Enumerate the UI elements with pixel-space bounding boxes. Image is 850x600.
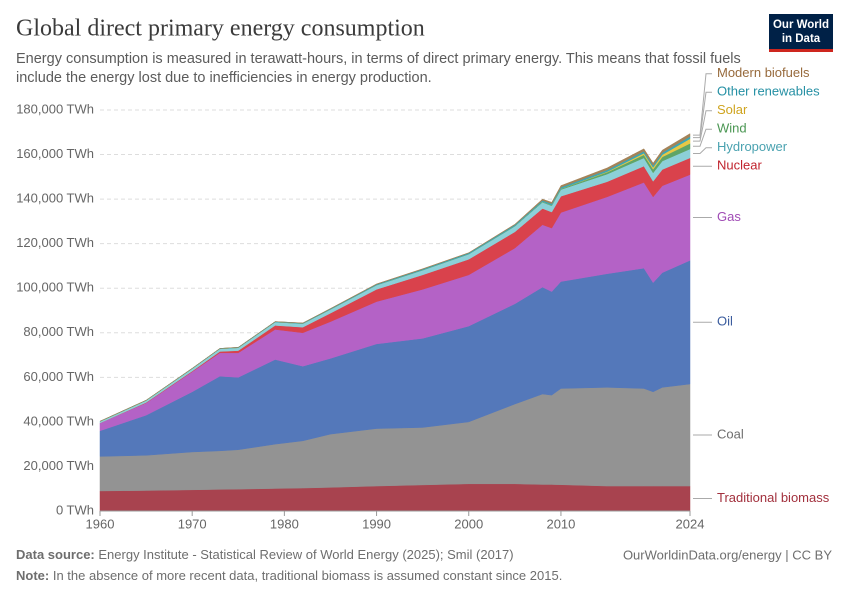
source-label: Data source: (16, 547, 95, 562)
area (99, 133, 691, 422)
legend-label: Coal (717, 426, 744, 441)
y-tick-label: 80,000 TWh (23, 324, 94, 339)
credit: OurWorldinData.org/energy | CC BY (623, 547, 832, 562)
label-connector (693, 73, 712, 136)
legend-label: Solar (717, 102, 748, 117)
footer-note: Note: In the absence of more recent data… (16, 568, 562, 583)
y-tick-label: 100,000 TWh (16, 280, 94, 295)
legend-label: Hydropower (717, 139, 788, 154)
x-tick-label: 1960 (86, 516, 115, 531)
logo-stripe (769, 49, 833, 52)
x-tick-label: 1980 (270, 516, 299, 531)
note-label: Note: (16, 568, 49, 583)
legend-label: Wind (717, 121, 747, 136)
label-connector (693, 91, 712, 139)
chart-title: Global direct primary energy consumption (16, 16, 425, 42)
x-tick-label: 2010 (546, 516, 575, 531)
legend-label: Other renewables (717, 84, 820, 99)
legend-label: Nuclear (717, 158, 762, 173)
label-connector (693, 128, 712, 147)
x-tick-label: 1970 (178, 516, 207, 531)
x-tick-label: 1990 (362, 516, 391, 531)
legend-label: Gas (717, 209, 741, 224)
chart-subtitle: Energy consumption is measured in terawa… (16, 51, 741, 86)
label-connector (693, 110, 712, 142)
x-tick-label: 2000 (454, 516, 483, 531)
y-tick-label: 140,000 TWh (16, 191, 94, 206)
legend-label: Oil (717, 314, 733, 329)
y-tick-label: 0 TWh (56, 502, 94, 517)
logo-text: Our World (773, 19, 829, 31)
label-connector (693, 147, 712, 154)
legend-label: Modern biofuels (717, 65, 810, 80)
logo-box (769, 14, 833, 52)
y-tick-label: 20,000 TWh (23, 458, 94, 473)
x-tick-label: 2024 (676, 516, 705, 531)
y-tick-label: 60,000 TWh (23, 369, 94, 384)
legend-label: Traditional biomass (717, 490, 830, 505)
source: Energy Institute - Statistical Review of… (98, 547, 513, 562)
y-tick-label: 160,000 TWh (16, 146, 94, 161)
y-tick-label: 180,000 TWh (16, 101, 94, 116)
y-tick-label: 40,000 TWh (23, 413, 94, 428)
logo-text: in Data (782, 33, 821, 45)
footer: Data source: Energy Institute - Statisti… (16, 547, 514, 562)
subtitle-box: Energy consumption is measured in terawa… (16, 51, 741, 86)
note: In the absence of more recent data, trad… (53, 568, 562, 583)
y-tick-label: 120,000 TWh (16, 235, 94, 250)
